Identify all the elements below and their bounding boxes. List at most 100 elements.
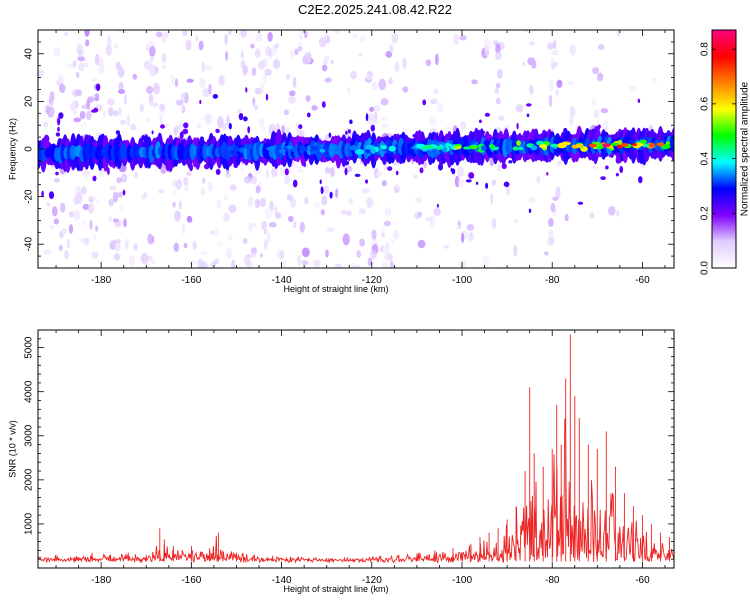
speckle-cell — [548, 94, 553, 107]
speckle-cell — [89, 219, 93, 230]
speckle-cell — [58, 112, 64, 119]
speckle-cell — [306, 112, 311, 118]
speckle-cell — [550, 202, 556, 213]
speckle-cell — [417, 239, 426, 249]
top-y-tick-label: -20 — [24, 189, 35, 204]
top-x-tick-label: -160 — [181, 275, 201, 286]
speckle-cell — [552, 40, 557, 50]
speckle-cell — [347, 129, 351, 134]
speckle-cell — [238, 113, 244, 121]
speckle-cell — [589, 212, 595, 219]
speckle-cell — [323, 59, 328, 65]
speckle-cell — [55, 132, 61, 137]
speckle-cell — [466, 223, 475, 231]
speckle-cell — [80, 121, 88, 129]
top-y-tick-label: 40 — [24, 48, 35, 60]
speckle-cell — [70, 101, 77, 112]
speckle-cell — [371, 229, 377, 240]
colorbar-tick-label: 0.8 — [700, 42, 711, 56]
speckle-cell — [597, 72, 604, 82]
speckle-cell — [94, 93, 100, 102]
speckle-cell — [175, 179, 182, 190]
speckle-cell — [569, 105, 576, 118]
speckle-cell — [61, 227, 67, 235]
speckle-cell — [242, 238, 248, 245]
speckle-cell — [165, 122, 169, 127]
speckle-cell — [107, 167, 110, 175]
speckle-cell — [113, 44, 118, 49]
ridge-hotspot — [620, 143, 629, 147]
speckle-cell — [59, 84, 66, 93]
bottom-x-tick-label: -180 — [91, 575, 111, 586]
speckle-cell — [380, 98, 389, 106]
ridge-cell — [354, 149, 365, 155]
speckle-cell — [159, 114, 164, 125]
speckle-cell — [324, 134, 330, 141]
ridge-cell — [480, 145, 487, 152]
speckle-cell — [497, 68, 503, 79]
speckle-cell — [258, 118, 265, 128]
speckle-cell — [145, 117, 150, 123]
speckle-cell — [228, 236, 233, 242]
ridge-cell — [488, 144, 495, 149]
speckle-cell — [57, 117, 61, 126]
speckle-cell — [592, 67, 599, 75]
speckle-cell — [366, 112, 374, 125]
speckle-cell — [185, 39, 192, 51]
speckle-cell — [329, 191, 333, 199]
speckle-cell — [546, 42, 554, 50]
speckle-cell — [201, 177, 206, 184]
speckle-cell — [312, 201, 321, 209]
speckle-cell — [568, 116, 574, 126]
ridge-cell — [380, 145, 388, 150]
speckle-cell — [73, 210, 81, 221]
speckle-cell — [160, 124, 165, 129]
speckle-cell — [254, 198, 261, 209]
speckle-cell — [208, 83, 212, 95]
bottom-y-tick-label: 3000 — [24, 424, 35, 447]
ridge-cell — [349, 145, 359, 151]
figure-title: C2E2.2025.241.08.42.R22 — [298, 2, 452, 17]
speckle-cell — [381, 262, 389, 268]
ridge-cell — [423, 144, 433, 149]
speckle-cell — [468, 172, 475, 179]
speckle-cell — [73, 110, 77, 116]
speckle-cell — [460, 121, 467, 130]
speckle-cell — [415, 197, 423, 204]
speckle-cell — [321, 101, 326, 108]
speckle-cell — [53, 47, 61, 57]
speckle-cell — [242, 65, 249, 74]
speckle-cell — [436, 203, 439, 208]
speckle-cell — [288, 96, 296, 104]
speckle-cell — [231, 259, 236, 268]
speckle-cell — [250, 175, 258, 185]
speckle-cell — [297, 168, 304, 174]
speckle-cell — [521, 61, 526, 67]
speckle-cell — [43, 249, 52, 255]
speckle-cell — [320, 209, 325, 216]
speckle-cell — [296, 121, 300, 133]
speckle-cell — [393, 229, 400, 240]
speckle-cell — [123, 218, 127, 228]
ridge-cell — [595, 143, 605, 150]
top-y-tick-label: 20 — [24, 95, 35, 107]
speckle-cell — [305, 95, 311, 102]
speckle-cell — [288, 215, 294, 223]
speckle-cell — [49, 224, 55, 230]
speckle-cell — [356, 250, 362, 258]
speckle-cell — [259, 83, 265, 95]
speckle-cell — [183, 242, 188, 249]
speckle-cell — [394, 61, 400, 73]
speckle-cell — [85, 39, 90, 47]
ridge-hotspot — [453, 145, 462, 150]
speckle-cell — [593, 109, 599, 119]
speckle-cell — [344, 167, 348, 176]
speckle-cell — [450, 167, 453, 172]
speckle-cell — [279, 164, 285, 177]
colorbar-tick-label: 0.6 — [700, 96, 711, 110]
speckle-cell — [548, 229, 554, 239]
speckle-cell — [151, 102, 159, 108]
speckle-cell — [354, 173, 361, 177]
speckle-cell — [55, 171, 59, 176]
speckle-cell — [551, 49, 559, 56]
